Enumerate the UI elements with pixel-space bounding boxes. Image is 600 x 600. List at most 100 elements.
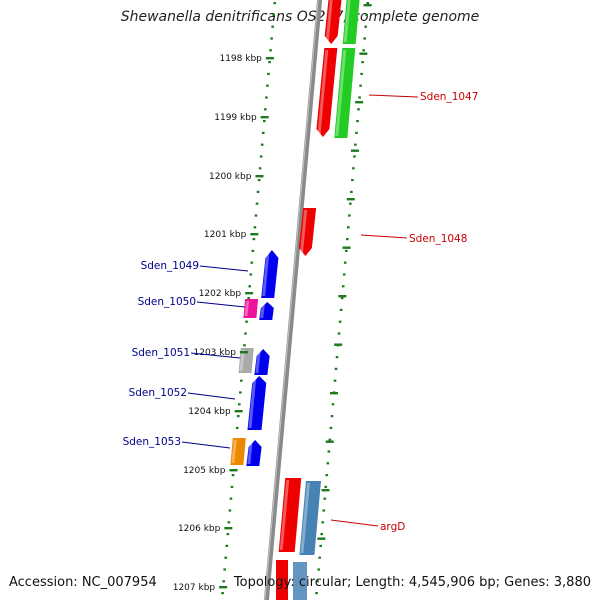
outer-track-dot: [244, 332, 247, 335]
gene-highlight: [335, 50, 347, 136]
outer-track-dot: [222, 580, 225, 583]
inner-scale-tick: [325, 440, 334, 443]
label-leader-line: [181, 441, 231, 449]
scale-tick: [224, 527, 233, 530]
gene-sden-1053[interactable]: [230, 438, 246, 465]
gene-highlight: [262, 252, 270, 296]
inner-track-dot: [327, 450, 331, 453]
inner-track-dot: [340, 297, 344, 300]
gene-sden-1050[interactable]: [243, 299, 259, 318]
inner-track-dot: [318, 556, 321, 559]
inner-track-dot: [322, 509, 326, 512]
gene-sden-1047[interactable]: [334, 48, 356, 138]
label-leader-line: [199, 265, 249, 272]
gene-sden-1051[interactable]: [254, 349, 270, 375]
gene-sden-1047[interactable]: [342, 0, 360, 44]
scale-tick-label: 1202 kbp: [199, 289, 242, 299]
gene-argd[interactable]: [278, 478, 302, 552]
gene-label-sden-1051[interactable]: Sden_1051: [132, 347, 190, 359]
inner-track-dot: [361, 61, 364, 64]
inner-track-dot: [364, 25, 367, 28]
outer-track-dot: [270, 37, 273, 40]
outer-track-dot: [268, 61, 271, 64]
outer-track-dot: [259, 155, 263, 158]
scale-tick: [260, 116, 269, 119]
inner-track-dot: [321, 521, 325, 524]
gene-label-sden-1048[interactable]: Sden_1048: [409, 233, 467, 245]
scale-tick-label: 1204 kbp: [188, 407, 231, 417]
inner-scale-tick: [359, 52, 368, 55]
map-title: Shewanella denitrificans OS217, complete…: [120, 9, 480, 25]
inner-track-dot: [366, 2, 370, 5]
outer-track-dot: [263, 120, 266, 123]
inner-track-dot: [323, 497, 327, 500]
inner-track-dot: [328, 438, 332, 441]
inner-track-dot: [326, 462, 330, 465]
inner-track-dot: [334, 367, 338, 370]
outer-track-dot: [245, 320, 248, 323]
inner-track-dot: [325, 474, 329, 477]
inner-track-dot: [339, 308, 343, 311]
outer-track-dot: [227, 521, 231, 524]
outer-track-dot: [256, 190, 260, 193]
outer-track-dot: [258, 167, 262, 170]
inner-track-dot: [353, 155, 356, 158]
outer-track-dot: [266, 84, 269, 87]
gene-label-sden-1050[interactable]: Sden_1050: [138, 296, 196, 308]
scale-tick: [219, 586, 228, 589]
gene-argd-bottom: [293, 562, 307, 600]
outer-track-dot: [261, 131, 265, 134]
gene-sden-1050[interactable]: [259, 302, 274, 320]
gene-highlight: [231, 440, 237, 463]
outer-track-dot: [267, 72, 270, 75]
inner-track-dot: [342, 273, 346, 276]
inner-track-dot: [352, 167, 355, 170]
gene-sden-1051[interactable]: [238, 348, 254, 373]
gene-label-sden-1052[interactable]: Sden_1052: [129, 387, 187, 399]
inner-track-dot: [351, 179, 354, 182]
inner-track-dot: [344, 249, 348, 252]
inner-track-dot: [317, 568, 320, 571]
gene-highlight: [239, 350, 245, 371]
scale-tick-label: 1207 kbp: [173, 583, 216, 593]
label-leader-line: [196, 301, 246, 308]
outer-track-dot: [254, 214, 258, 217]
gene-highlight: [343, 0, 351, 42]
outer-track-dot: [230, 485, 234, 488]
gene-label-sden-1049[interactable]: Sden_1049: [141, 260, 199, 272]
outer-track-dot: [269, 49, 272, 52]
gene-highlight: [300, 483, 310, 553]
gene-label-argd[interactable]: argD: [380, 521, 405, 533]
gene-label-sden-1053[interactable]: Sden_1053: [123, 436, 181, 448]
outer-track-dot: [251, 249, 255, 252]
inner-track-dot: [320, 533, 324, 536]
gene-sden-1053[interactable]: [246, 440, 262, 466]
gene-sden-1052[interactable]: [247, 376, 267, 430]
gene-highlight: [255, 351, 261, 373]
inner-scale-tick: [363, 4, 372, 7]
outer-track-dot: [253, 226, 257, 229]
scale-tick-label: 1198 kbp: [219, 54, 262, 64]
gene-sden-1047[interactable]: [316, 48, 338, 137]
gene-argd[interactable]: [299, 481, 321, 555]
scale-tick-label: 1205 kbp: [183, 466, 226, 476]
outer-track-dot: [226, 533, 230, 536]
gene-highlight: [247, 442, 253, 464]
scale-tick-label: 1201 kbp: [204, 230, 247, 240]
outer-track-dot: [271, 25, 274, 28]
backbone-line: [263, 0, 323, 600]
inner-scale-tick: [350, 149, 359, 152]
gene-label-sden-1047[interactable]: Sden_1047: [420, 91, 478, 103]
outer-track-dot: [243, 344, 246, 347]
outer-track-dot: [239, 391, 242, 394]
scale-tick: [250, 233, 259, 236]
outer-track-dot: [237, 403, 241, 406]
gene-sden-1048[interactable]: [298, 208, 317, 256]
inner-track-dot: [316, 580, 319, 583]
gene-sden-1049[interactable]: [261, 250, 279, 298]
inner-track-dot: [345, 238, 349, 241]
outer-track-dot: [272, 13, 275, 16]
outer-track-dot: [221, 592, 224, 595]
gene-sden-1047[interactable]: [324, 0, 342, 44]
outer-track-dot: [247, 297, 250, 300]
